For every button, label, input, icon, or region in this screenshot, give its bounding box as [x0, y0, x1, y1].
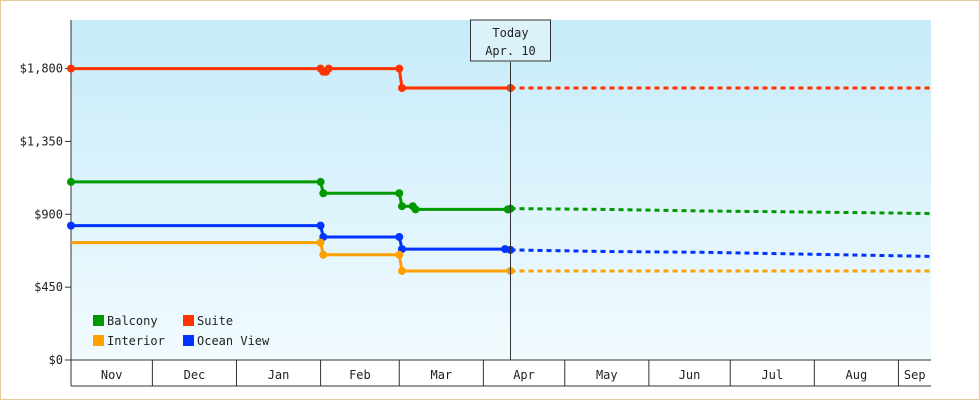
x-tick-label: Jun	[679, 368, 701, 382]
x-tick-label: Nov	[101, 368, 123, 382]
x-tick-label: Jul	[761, 368, 783, 382]
series-point	[395, 232, 404, 241]
series-point	[411, 205, 420, 214]
series-point	[316, 177, 325, 186]
y-tick-label: $1,350	[20, 134, 63, 148]
x-tick-label: Mar	[430, 368, 452, 382]
today-date-label: Apr. 10	[485, 44, 536, 58]
series-point	[319, 250, 328, 259]
x-tick-label: Feb	[349, 368, 371, 382]
y-tick-label: $1,800	[20, 62, 63, 76]
y-tick-label: $0	[49, 353, 63, 367]
x-tick-label: Sep	[904, 368, 926, 382]
legend-swatch	[93, 335, 104, 346]
series-forecast-line	[510, 248, 932, 258]
today-label: Today	[492, 26, 528, 40]
series-point	[67, 221, 75, 230]
series-point	[316, 238, 325, 247]
series-point	[395, 250, 404, 259]
series-point	[324, 64, 333, 73]
x-tick-label: Dec	[184, 368, 206, 382]
series-line	[71, 241, 511, 273]
legend-swatch	[93, 315, 104, 326]
legend-label: Ocean View	[197, 334, 270, 348]
series-point	[316, 221, 325, 230]
series-forecast-line	[510, 207, 932, 215]
x-tick-label: Aug	[846, 368, 868, 382]
series-point	[397, 202, 406, 211]
y-tick-label: $450	[34, 280, 63, 294]
today-callout-box	[469, 19, 551, 62]
y-tick-label: $900	[34, 207, 63, 221]
series-point	[319, 189, 328, 198]
series-point	[67, 64, 75, 73]
legend-swatch	[183, 315, 194, 326]
x-tick-label: May	[596, 368, 618, 382]
legend-label: Suite	[197, 314, 233, 328]
x-tick-label: Apr	[513, 368, 535, 382]
series-point	[397, 84, 406, 92]
series-point	[397, 266, 406, 275]
legend-label: Interior	[107, 334, 165, 348]
series-point	[395, 64, 404, 73]
legend-label: Balcony	[107, 314, 158, 328]
x-tick-label: Jan	[268, 368, 290, 382]
series-point	[67, 177, 75, 186]
legend-swatch	[183, 335, 194, 346]
plot-area	[71, 20, 931, 360]
series-point	[395, 189, 404, 198]
